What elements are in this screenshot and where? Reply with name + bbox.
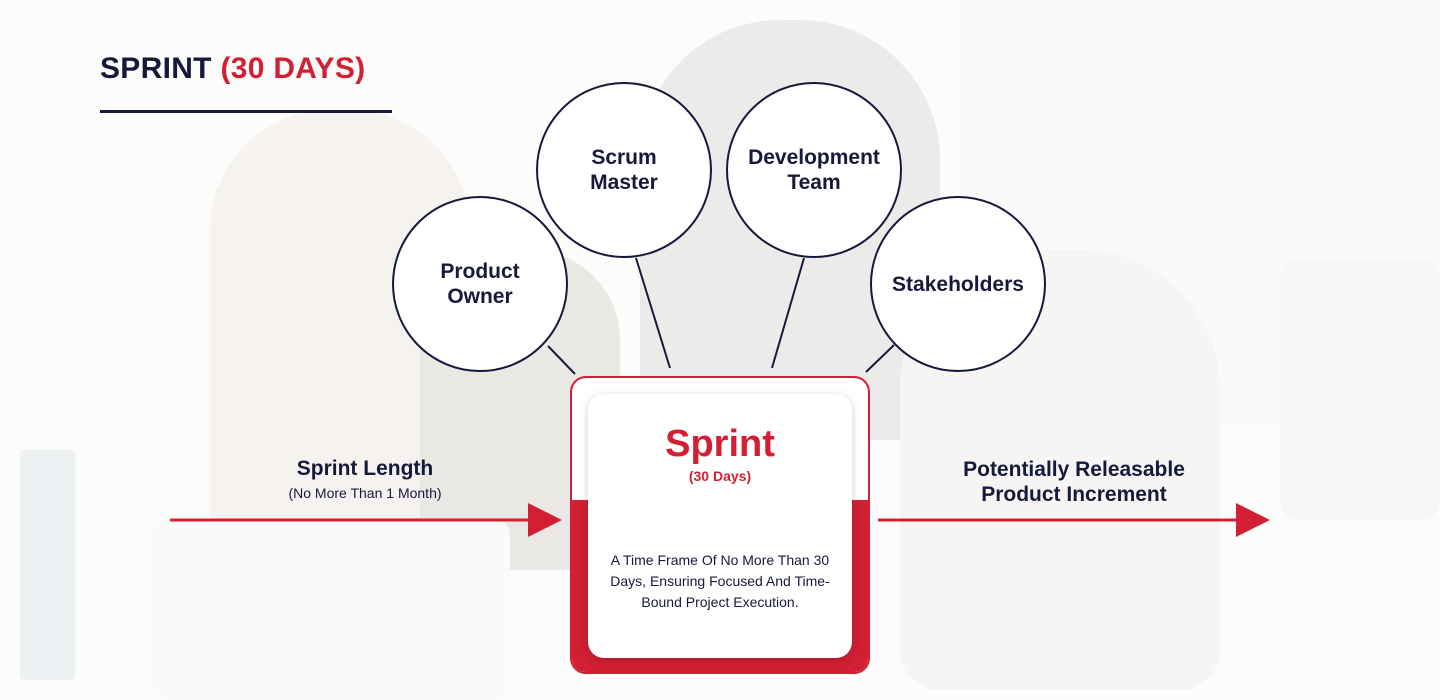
role-scrum-master: Scrum Master — [536, 82, 712, 258]
output-label: Potentially Releasable Product Increment — [934, 457, 1214, 507]
role-stakeholders: Stakeholders — [870, 196, 1046, 372]
input-label: Sprint Length (No More Than 1 Month) — [230, 456, 500, 501]
sprint-title: Sprint — [665, 423, 775, 465]
page-title-main: SPRINT — [100, 52, 212, 85]
connector-product-owner — [547, 345, 576, 375]
output-arrow — [878, 503, 1270, 537]
input-arrow — [170, 503, 562, 537]
output-title: Potentially Releasable Product Increment — [963, 458, 1185, 506]
role-product-owner: Product Owner — [392, 196, 568, 372]
role-development-team: Development Team — [726, 82, 902, 258]
role-label: Product Owner — [440, 260, 520, 308]
role-label: Stakeholders — [892, 272, 1024, 296]
sprint-subtitle: (30 Days) — [688, 468, 752, 484]
input-title: Sprint Length — [296, 457, 434, 480]
sprint-box: Sprint (30 Days) A Time Frame Of No More… — [570, 376, 870, 674]
connector-stakeholders — [865, 344, 895, 373]
page-title: SPRINT (30 DAYS) — [100, 52, 365, 86]
sprint-description: A Time Frame Of No More Than 30 Days, En… — [610, 552, 830, 610]
connector-development-team — [771, 257, 805, 369]
page-title-highlight: (30 DAYS) — [220, 52, 366, 85]
title-underline — [100, 110, 392, 113]
connector-scrum-master — [635, 257, 671, 369]
sprint-card: Sprint (30 Days) A Time Frame Of No More… — [588, 394, 852, 658]
role-label: Development Team — [748, 146, 880, 194]
role-label: Scrum Master — [590, 146, 658, 194]
input-subtitle: (No More Than 1 Month) — [288, 485, 442, 501]
